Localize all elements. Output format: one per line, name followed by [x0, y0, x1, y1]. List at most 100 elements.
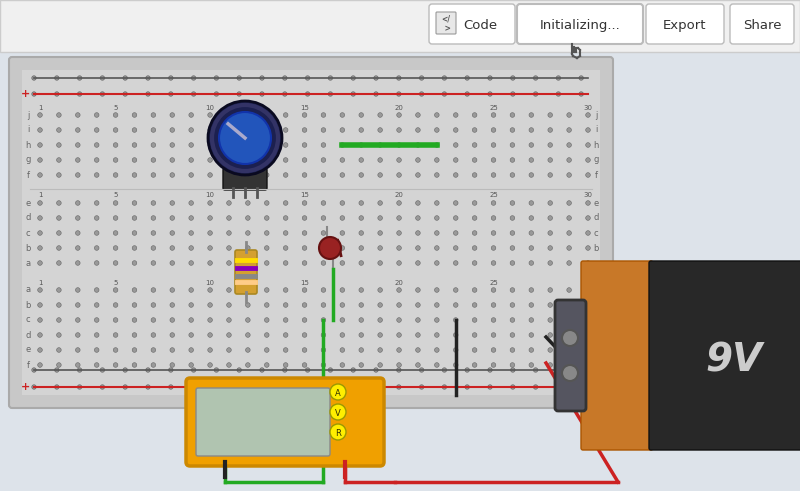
- Circle shape: [283, 288, 288, 292]
- Text: 5: 5: [114, 280, 118, 286]
- Circle shape: [57, 143, 61, 147]
- Circle shape: [548, 363, 553, 367]
- Circle shape: [397, 348, 402, 353]
- Circle shape: [454, 128, 458, 132]
- Circle shape: [32, 76, 36, 80]
- Circle shape: [226, 302, 231, 307]
- FancyBboxPatch shape: [517, 4, 643, 44]
- Circle shape: [434, 201, 439, 205]
- Circle shape: [114, 201, 118, 205]
- Text: R: R: [335, 429, 341, 437]
- Circle shape: [132, 143, 137, 147]
- Circle shape: [397, 173, 402, 177]
- Circle shape: [556, 385, 561, 389]
- Circle shape: [321, 333, 326, 337]
- Circle shape: [397, 76, 401, 80]
- Circle shape: [94, 348, 99, 353]
- Circle shape: [170, 261, 174, 265]
- Circle shape: [114, 288, 118, 292]
- Text: 9V: 9V: [706, 341, 762, 379]
- Circle shape: [246, 201, 250, 205]
- Circle shape: [151, 173, 156, 177]
- Circle shape: [397, 128, 402, 132]
- Circle shape: [586, 302, 590, 307]
- Circle shape: [265, 113, 269, 117]
- FancyBboxPatch shape: [429, 4, 515, 44]
- Circle shape: [226, 261, 231, 265]
- Circle shape: [132, 333, 137, 337]
- Text: f: f: [594, 170, 598, 180]
- Circle shape: [283, 201, 288, 205]
- Circle shape: [548, 288, 553, 292]
- Circle shape: [340, 158, 345, 163]
- Circle shape: [472, 128, 477, 132]
- Circle shape: [454, 201, 458, 205]
- Circle shape: [510, 158, 514, 163]
- Circle shape: [246, 363, 250, 367]
- FancyBboxPatch shape: [555, 300, 586, 411]
- Text: c: c: [594, 228, 598, 238]
- Circle shape: [340, 246, 345, 250]
- Circle shape: [38, 302, 42, 307]
- Circle shape: [488, 368, 492, 372]
- Circle shape: [38, 246, 42, 250]
- Circle shape: [529, 333, 534, 337]
- Text: h: h: [594, 140, 598, 149]
- Text: 25: 25: [489, 280, 498, 286]
- Circle shape: [302, 143, 307, 147]
- Circle shape: [78, 76, 82, 80]
- Circle shape: [306, 92, 310, 96]
- Circle shape: [529, 143, 534, 147]
- Circle shape: [189, 363, 194, 367]
- Circle shape: [94, 216, 99, 220]
- Circle shape: [567, 302, 571, 307]
- Circle shape: [100, 368, 105, 372]
- Circle shape: [94, 288, 99, 292]
- Circle shape: [170, 318, 174, 322]
- Circle shape: [283, 246, 288, 250]
- Circle shape: [246, 231, 250, 235]
- Circle shape: [472, 333, 477, 337]
- Circle shape: [374, 76, 378, 80]
- Circle shape: [434, 231, 439, 235]
- Circle shape: [472, 348, 477, 353]
- Circle shape: [75, 302, 80, 307]
- Circle shape: [434, 318, 439, 322]
- Circle shape: [328, 385, 333, 389]
- Circle shape: [510, 348, 514, 353]
- Circle shape: [151, 333, 156, 337]
- Circle shape: [374, 368, 378, 372]
- Circle shape: [75, 128, 80, 132]
- Circle shape: [265, 231, 269, 235]
- Circle shape: [454, 231, 458, 235]
- Circle shape: [510, 113, 514, 117]
- Circle shape: [321, 363, 326, 367]
- Circle shape: [75, 216, 80, 220]
- Circle shape: [189, 201, 194, 205]
- Circle shape: [586, 333, 590, 337]
- Circle shape: [114, 261, 118, 265]
- Circle shape: [510, 173, 514, 177]
- Circle shape: [454, 318, 458, 322]
- Circle shape: [529, 158, 534, 163]
- Circle shape: [246, 216, 250, 220]
- FancyBboxPatch shape: [9, 57, 613, 408]
- Circle shape: [586, 363, 590, 367]
- Circle shape: [282, 92, 287, 96]
- Circle shape: [434, 246, 439, 250]
- Text: i: i: [595, 126, 597, 135]
- Circle shape: [534, 92, 538, 96]
- Circle shape: [100, 92, 105, 96]
- Circle shape: [321, 143, 326, 147]
- Text: 30: 30: [583, 192, 593, 198]
- Circle shape: [189, 231, 194, 235]
- Circle shape: [78, 92, 82, 96]
- Circle shape: [283, 348, 288, 353]
- Circle shape: [442, 76, 446, 80]
- Circle shape: [442, 368, 446, 372]
- Circle shape: [359, 128, 363, 132]
- Circle shape: [562, 365, 578, 381]
- Circle shape: [189, 128, 194, 132]
- Circle shape: [123, 76, 127, 80]
- Circle shape: [189, 261, 194, 265]
